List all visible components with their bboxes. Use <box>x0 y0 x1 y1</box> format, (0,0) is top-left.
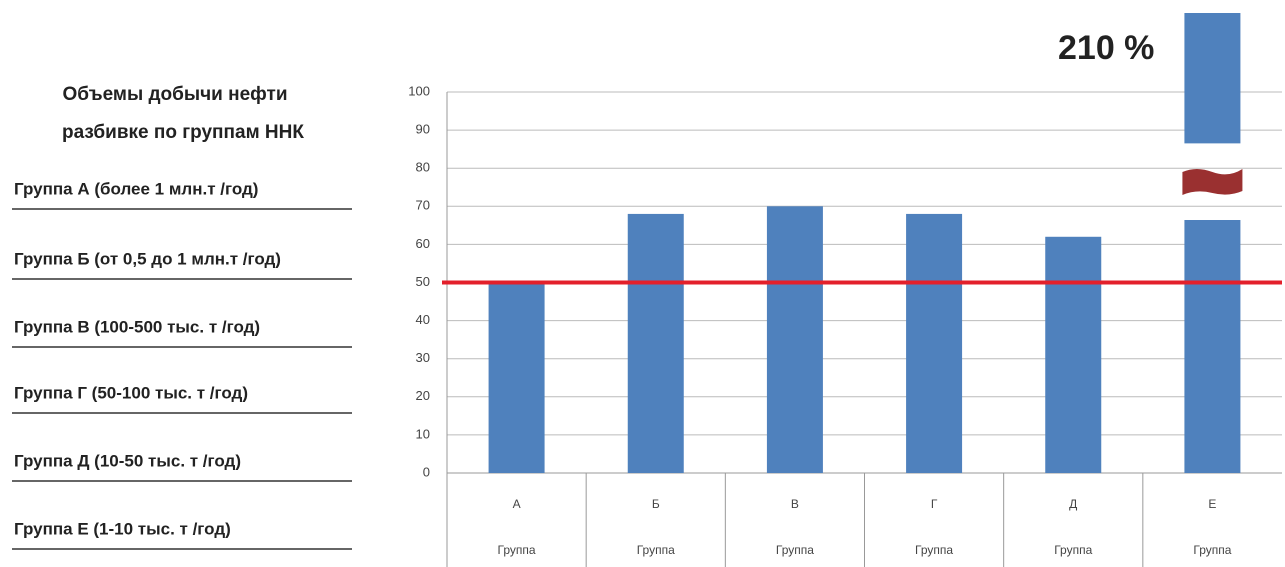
x-tick-label: А <box>513 497 521 511</box>
y-tick-label: 0 <box>423 464 430 479</box>
x-tick-label: Д <box>1069 497 1077 511</box>
group-description: Группа В (100-500 тыс. т /год) <box>14 317 260 336</box>
bar <box>627 213 684 474</box>
x-tick-label: Е <box>1208 497 1216 511</box>
y-tick-label: 40 <box>416 312 430 327</box>
group-description: Группа Д (10-50 тыс. т /год) <box>14 451 241 470</box>
bar <box>766 206 823 474</box>
y-tick-label: 60 <box>416 236 430 251</box>
group-description: Группа А (более 1 млн.т /год) <box>14 179 258 198</box>
y-tick-label: 20 <box>416 388 430 403</box>
x-tick-sublabel: Группа <box>498 543 536 557</box>
axis-break <box>1182 169 1243 196</box>
bar <box>488 282 545 473</box>
y-tick-label: 70 <box>416 198 430 213</box>
x-tick-label: Б <box>652 497 660 511</box>
y-tick-label: 10 <box>416 426 430 441</box>
x-tick-sublabel: Группа <box>776 543 814 557</box>
x-tick-label: Г <box>931 497 938 511</box>
bar <box>1045 236 1102 473</box>
value-label: 210 % <box>1058 29 1154 67</box>
legend-title: Объемы добычи нефти <box>62 84 287 105</box>
x-tick-sublabel: Группа <box>637 543 675 557</box>
y-tick-label: 100 <box>408 83 430 98</box>
x-tick-sublabel: Группа <box>915 543 953 557</box>
group-description: Группа Б (от 0,5 до 1 млн.т /год) <box>14 249 281 268</box>
legend-title: разбивке по группам ННК <box>62 122 304 143</box>
y-tick-label: 90 <box>416 122 430 137</box>
group-description: Группа Е (1-10 тыс. т /год) <box>14 519 231 538</box>
x-tick-sublabel: Группа <box>1054 543 1092 557</box>
bar <box>906 213 963 474</box>
group-description: Группа Г (50-100 тыс. т /год) <box>14 383 248 402</box>
y-tick-label: 50 <box>416 274 430 289</box>
y-tick-label: 30 <box>416 350 430 365</box>
x-tick-label: В <box>791 497 799 511</box>
y-tick-label: 80 <box>416 160 430 175</box>
x-tick-sublabel: Группа <box>1193 543 1231 557</box>
bar <box>1184 13 1241 473</box>
